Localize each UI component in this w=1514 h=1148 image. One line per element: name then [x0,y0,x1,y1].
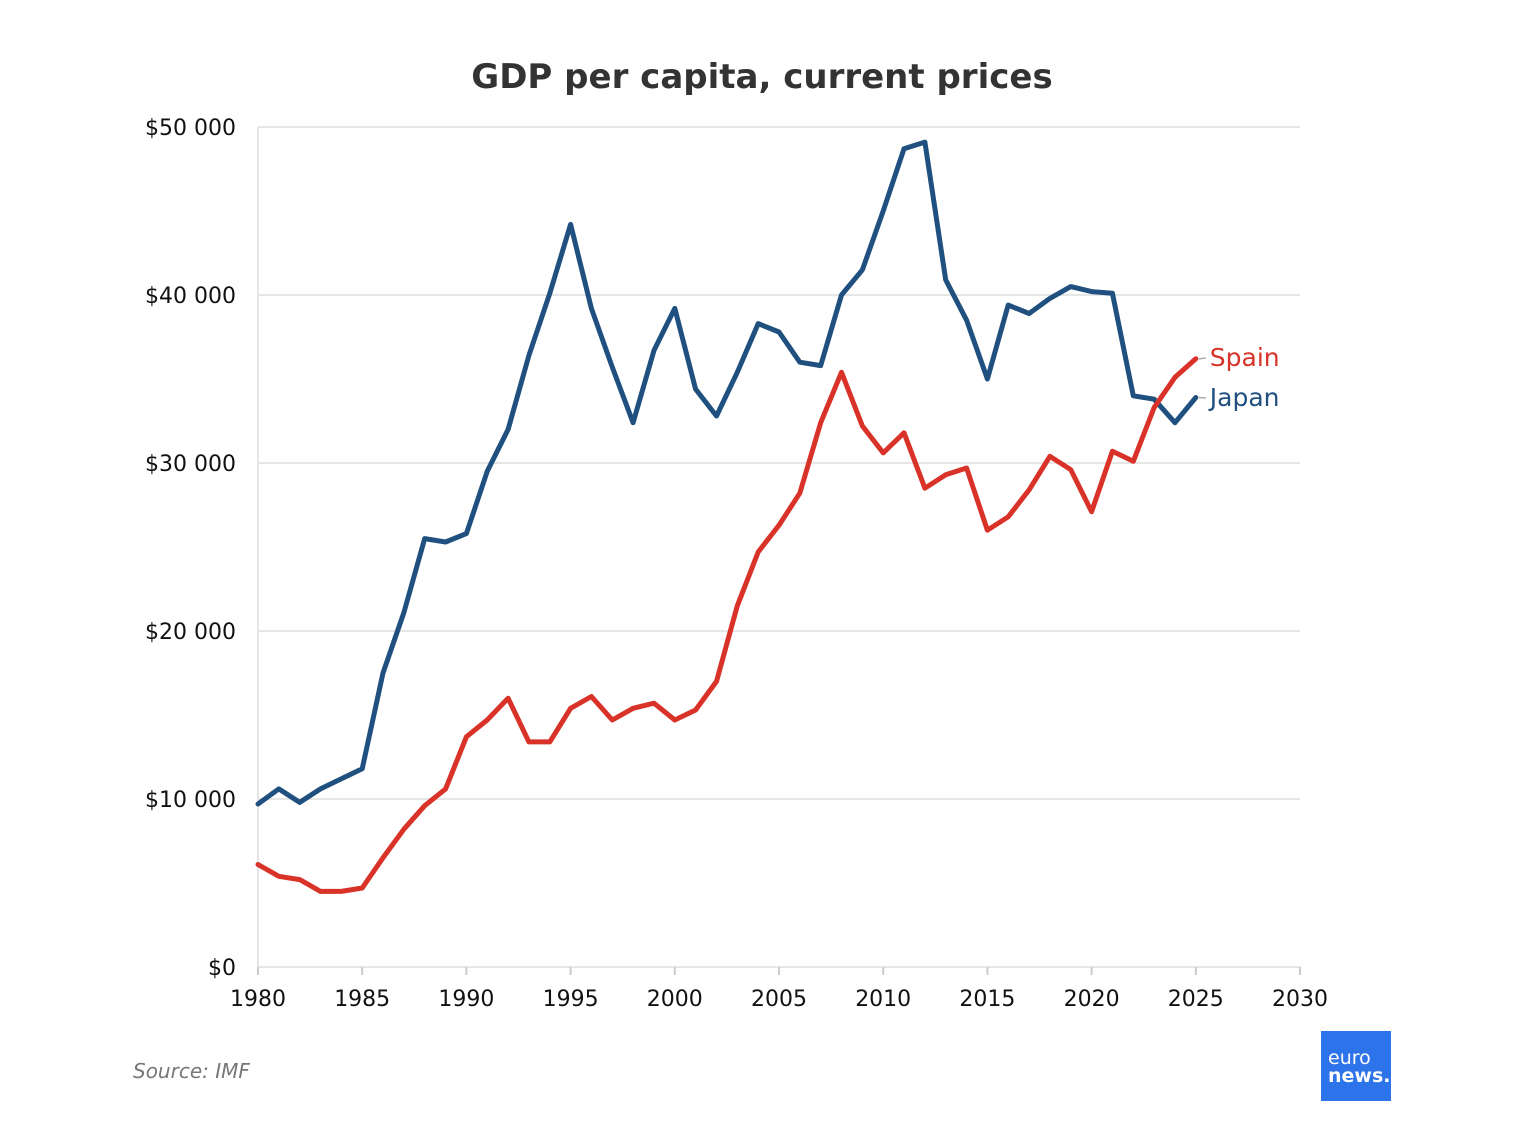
series-label-connector [1198,396,1206,399]
y-tick-label: $20 000 [145,620,236,645]
y-tick-label: $50 000 [145,116,236,141]
y-tick-label: $10 000 [145,788,236,813]
grid-lines [258,126,1300,800]
x-tick-label: 2025 [1168,987,1224,1012]
x-tick-label: 2000 [647,987,703,1012]
x-tick-label: 2015 [959,987,1015,1012]
y-tick-label: $40 000 [145,284,236,309]
series-label-japan: Japan [1208,383,1280,412]
chart-title: GDP per capita, current prices [471,57,1052,97]
x-tick-label: 2020 [1064,987,1120,1012]
series-label-connector [1198,357,1206,360]
x-tick-label: 2030 [1272,987,1328,1012]
euronews-logo: euro news. [1321,1031,1391,1101]
logo-text-euro: euro [1328,1047,1371,1069]
x-tick-label: 1980 [230,987,286,1012]
source-note: Source: IMF [133,1059,250,1083]
series-lines [255,139,1199,894]
x-tick-label: 2005 [751,987,807,1012]
x-tick-label: 2010 [855,987,911,1012]
logo-text-news: news. [1328,1065,1391,1087]
x-tick-label: 1990 [438,987,494,1012]
series-line-spain [255,356,1199,894]
logo-background [1321,1031,1391,1101]
series-label-spain: Spain [1210,343,1280,372]
x-tick-label: 1995 [543,987,599,1012]
x-tick-label: 1985 [334,987,390,1012]
y-tick-label: $0 [208,956,236,981]
series-labels: Japan Spain [1198,343,1280,412]
axes: $0 $10 000 $20 000 $30 000 $40 000 $50 000 198… [145,116,1328,1012]
series-line-japan [255,139,1199,807]
y-tick-label: $30 000 [145,452,236,477]
